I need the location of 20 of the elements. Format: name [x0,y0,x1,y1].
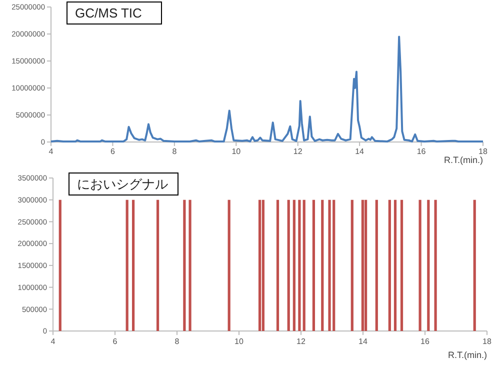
x-tick-label: 14 [355,146,365,156]
chart-title: においシグナル [77,176,168,192]
x-tick-label: 6 [110,146,116,156]
x-tick-label: 18 [478,146,488,156]
x-axis-title: R.T.(min.) [444,155,483,165]
x-tick-label: 16 [416,146,426,156]
x-tick-label: 4 [50,336,56,346]
x-tick-label: 12 [293,146,303,156]
x-axis-title: R.T.(min.) [448,350,487,360]
x-tick-label: 6 [112,336,118,346]
x-tick-label: 18 [482,336,492,346]
x-tick-label: 10 [234,336,244,346]
x-tick-label: 4 [48,146,54,156]
x-tick-label: 14 [358,336,368,346]
x-tick-label: 8 [174,336,180,346]
chart-title: GC/MS TIC [75,6,142,21]
x-tick-label: 10 [232,146,242,156]
x-tick-label: 12 [296,336,306,346]
x-tick-label: 16 [420,336,430,346]
x-tick-label: 8 [172,146,178,156]
